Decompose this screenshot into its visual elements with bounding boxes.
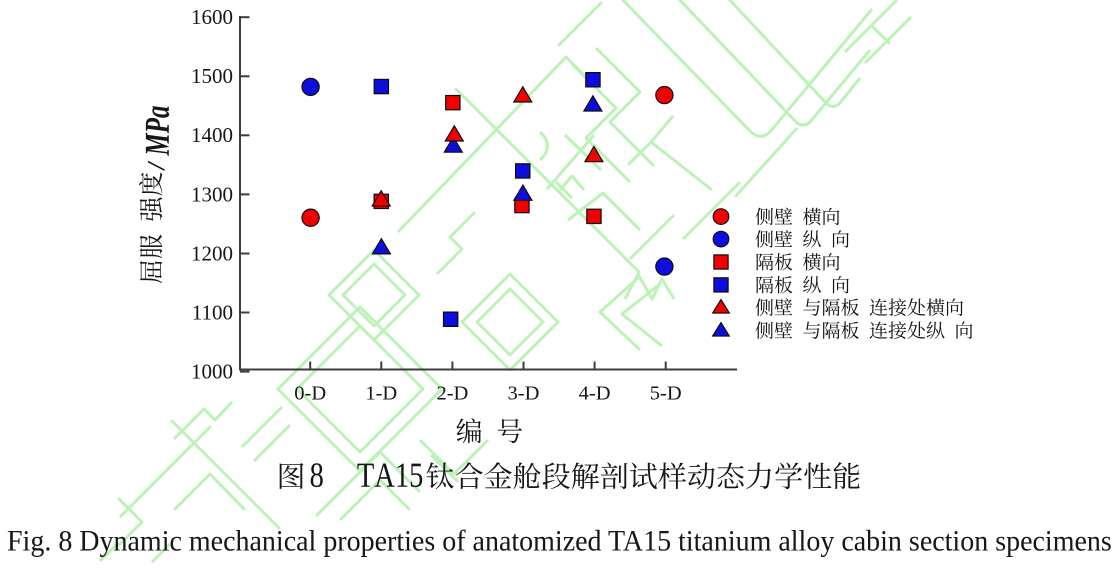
svg-text:1100: 1100 bbox=[192, 300, 233, 324]
svg-text:1-D: 1-D bbox=[365, 383, 397, 405]
svg-text:Fig. 8 Dynamic mechanical prop: Fig. 8 Dynamic mechanical properties of … bbox=[7, 525, 1112, 558]
svg-text:2-D: 2-D bbox=[436, 383, 468, 405]
svg-text:1400: 1400 bbox=[191, 123, 233, 147]
svg-text:1000: 1000 bbox=[191, 360, 233, 384]
svg-text:1500: 1500 bbox=[191, 64, 233, 88]
svg-text:1200: 1200 bbox=[191, 241, 233, 265]
svg-text:3-D: 3-D bbox=[508, 383, 540, 405]
svg-text:0-D: 0-D bbox=[294, 383, 326, 405]
svg-text:5-D: 5-D bbox=[650, 383, 682, 405]
svg-text:1300: 1300 bbox=[191, 182, 233, 206]
svg-text:1600: 1600 bbox=[191, 5, 233, 29]
svg-text:4-D: 4-D bbox=[579, 383, 611, 405]
